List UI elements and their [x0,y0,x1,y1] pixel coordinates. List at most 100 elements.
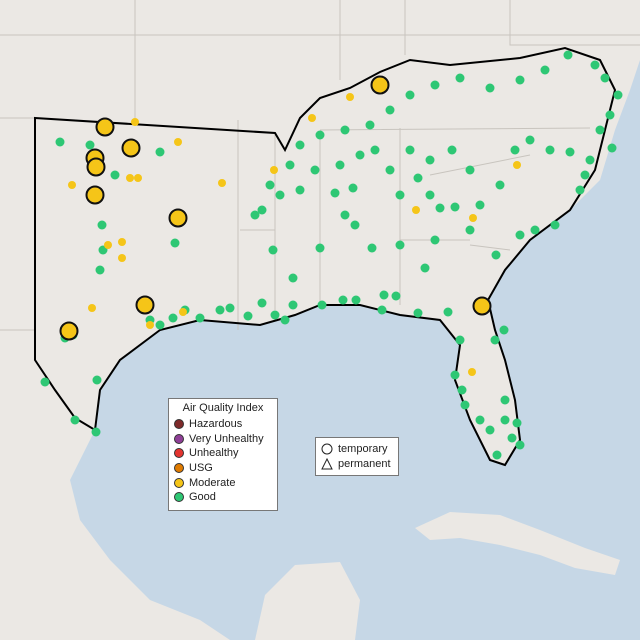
site-marker [288,273,298,283]
site-marker [512,418,522,428]
site-marker [515,75,525,85]
legend-swatch [174,448,184,459]
site-marker [435,203,445,213]
site-marker [131,118,139,126]
site-marker [97,220,107,230]
site-marker [405,145,415,155]
site-marker [338,295,348,305]
region-outline [34,46,617,467]
site-marker [134,174,142,182]
site-marker [268,245,278,255]
site-marker [317,300,327,310]
site-marker [243,311,253,321]
legend-label: USG [189,462,213,475]
yucatan [255,562,360,640]
site-marker [405,90,415,100]
site-marker [367,243,377,253]
legend-swatch [174,477,184,488]
site-marker [104,241,112,249]
site-marker [485,83,495,93]
legend-label: Very Unhealthy [189,432,264,445]
site-marker [59,321,79,341]
site-marker [340,125,350,135]
site-marker [545,145,555,155]
site-marker [475,415,485,425]
site-marker [447,145,457,155]
site-marker [179,308,187,316]
site-marker [365,120,375,130]
shape-row: permanent [316,457,398,472]
site-marker [91,427,101,437]
site-marker [455,73,465,83]
site-marker [126,174,134,182]
legend-row: Unhealthy [169,446,277,461]
site-marker [348,183,358,193]
legend-label: Good [189,491,216,504]
site-marker [370,145,380,155]
site-marker [88,304,96,312]
site-marker [455,335,465,345]
site-marker [515,230,525,240]
legend-swatch [174,419,184,430]
site-marker [590,60,600,70]
site-marker [118,254,126,262]
legend-title: Air Quality Index [182,402,264,414]
site-marker [425,155,435,165]
site-marker [391,291,401,301]
site-marker [270,310,280,320]
site-marker [55,137,65,147]
site-marker [605,110,615,120]
site-marker [499,325,509,335]
site-marker [575,185,585,195]
site-marker [315,130,325,140]
site-marker [469,214,477,222]
site-marker [295,140,305,150]
site-marker [492,450,502,460]
site-marker [335,160,345,170]
site-marker [495,180,505,190]
shape-legend: temporary permanent [315,437,399,477]
site-marker [195,313,205,323]
site-marker [465,225,475,235]
site-marker [595,125,605,135]
site-marker [550,220,560,230]
site-marker [600,73,610,83]
site-marker [155,320,165,330]
triangle-symbol [321,457,333,470]
site-marker [585,155,595,165]
site-marker [92,375,102,385]
site-marker [513,161,521,169]
site-marker [540,65,550,75]
site-marker [285,160,295,170]
site-marker [420,263,430,273]
site-marker [430,235,440,245]
site-marker [530,225,540,235]
site-marker [450,370,460,380]
legend-label: Hazardous [189,418,243,431]
site-marker [40,377,50,387]
site-marker [250,210,260,220]
site-marker [350,220,360,230]
site-marker [475,200,485,210]
site-marker [275,190,285,200]
site-marker [270,166,278,174]
site-marker [86,157,106,177]
site-marker [510,145,520,155]
monitor-sites [40,50,623,460]
site-marker [121,138,141,158]
site-marker [563,50,573,60]
site-marker [507,433,517,443]
site-marker [613,90,623,100]
site-marker [377,305,387,315]
site-marker [490,335,500,345]
site-marker [70,415,80,425]
site-marker [460,400,470,410]
site-marker [395,190,405,200]
legend-row: Very Unhealthy [169,432,277,447]
site-marker [330,188,340,198]
site-marker [430,80,440,90]
site-marker [425,190,435,200]
site-marker [168,313,178,323]
site-marker [257,205,267,215]
